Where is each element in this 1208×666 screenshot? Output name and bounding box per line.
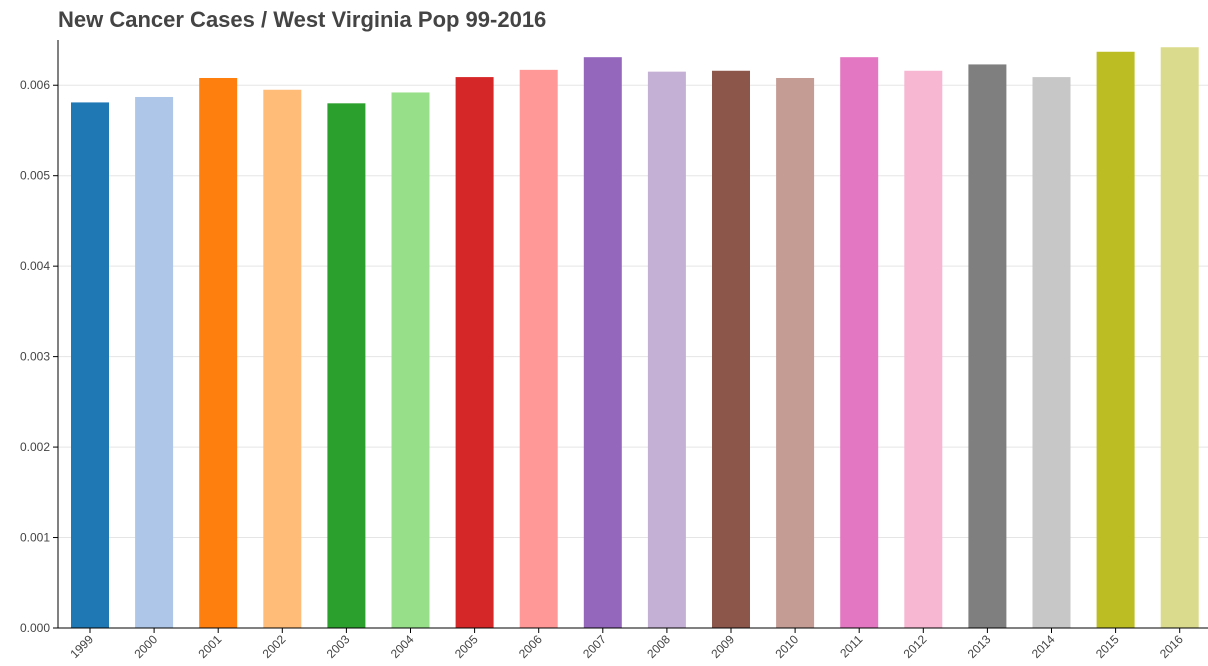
y-tick-labels: 0.000 0.001 0.002 0.003 0.004 0.005 0.006 bbox=[20, 78, 58, 635]
bar-2007[interactable] bbox=[583, 57, 622, 629]
bar-2008[interactable] bbox=[647, 71, 686, 628]
bar-2001[interactable] bbox=[199, 77, 238, 629]
chart-title: New Cancer Cases / West Virginia Pop 99-… bbox=[58, 7, 547, 32]
bar-1999[interactable] bbox=[71, 102, 109, 629]
x-tick-label-2016: 2016 bbox=[1157, 632, 1186, 661]
bar-2002[interactable] bbox=[263, 89, 302, 628]
bar-2009[interactable] bbox=[712, 70, 750, 629]
y-tick-label: 0.001 bbox=[20, 531, 50, 545]
bar-2014[interactable] bbox=[1032, 77, 1071, 628]
bar-2003[interactable] bbox=[327, 103, 366, 629]
x-tick-label-2001: 2001 bbox=[196, 632, 225, 661]
x-tick-label-2003: 2003 bbox=[324, 632, 353, 661]
x-tick-label-2013: 2013 bbox=[965, 632, 994, 661]
bar-2000[interactable] bbox=[135, 96, 174, 628]
y-tick-label: 0.006 bbox=[20, 78, 50, 92]
x-tick-label-2015: 2015 bbox=[1093, 632, 1122, 661]
bar-2006[interactable] bbox=[519, 69, 558, 629]
x-tick-label-2002: 2002 bbox=[260, 632, 289, 661]
bars bbox=[71, 47, 1199, 629]
bar-2004[interactable] bbox=[391, 92, 430, 628]
bar-2016[interactable] bbox=[1160, 47, 1199, 628]
x-tick-label-2008: 2008 bbox=[644, 632, 673, 661]
bar-2011[interactable] bbox=[840, 57, 879, 629]
y-tick-label: 0.002 bbox=[20, 440, 50, 454]
x-tick-label-2004: 2004 bbox=[388, 632, 417, 661]
x-tick-label-2012: 2012 bbox=[901, 632, 930, 661]
bar-2005[interactable] bbox=[455, 77, 494, 628]
x-tick-label-2005: 2005 bbox=[452, 632, 481, 661]
grid-lines bbox=[58, 84, 1208, 539]
bar-2013[interactable] bbox=[968, 64, 1007, 628]
x-tick-label-2010: 2010 bbox=[772, 632, 801, 661]
x-tick-label-2007: 2007 bbox=[580, 632, 609, 661]
bar-2012[interactable] bbox=[904, 70, 943, 629]
bar-2010[interactable] bbox=[776, 77, 815, 629]
x-tick-label-2011: 2011 bbox=[837, 632, 865, 660]
x-tick-label-1999: 1999 bbox=[67, 632, 96, 661]
axes bbox=[57, 40, 1208, 629]
y-tick-label: 0.004 bbox=[20, 259, 50, 273]
x-tick-labels: 1999 2000 2001 2002 2003 2004 2005 2006 2007 2008… bbox=[67, 628, 1186, 661]
x-tick-label-2014: 2014 bbox=[1029, 632, 1058, 661]
x-tick-label-2009: 2009 bbox=[708, 632, 737, 661]
x-tick-label-2006: 2006 bbox=[516, 632, 545, 661]
y-tick-label: 0.000 bbox=[20, 621, 50, 635]
y-tick-label: 0.003 bbox=[20, 350, 50, 364]
bar-2015[interactable] bbox=[1096, 51, 1135, 628]
y-tick-label: 0.005 bbox=[20, 169, 50, 183]
x-tick-label-2000: 2000 bbox=[131, 632, 160, 661]
